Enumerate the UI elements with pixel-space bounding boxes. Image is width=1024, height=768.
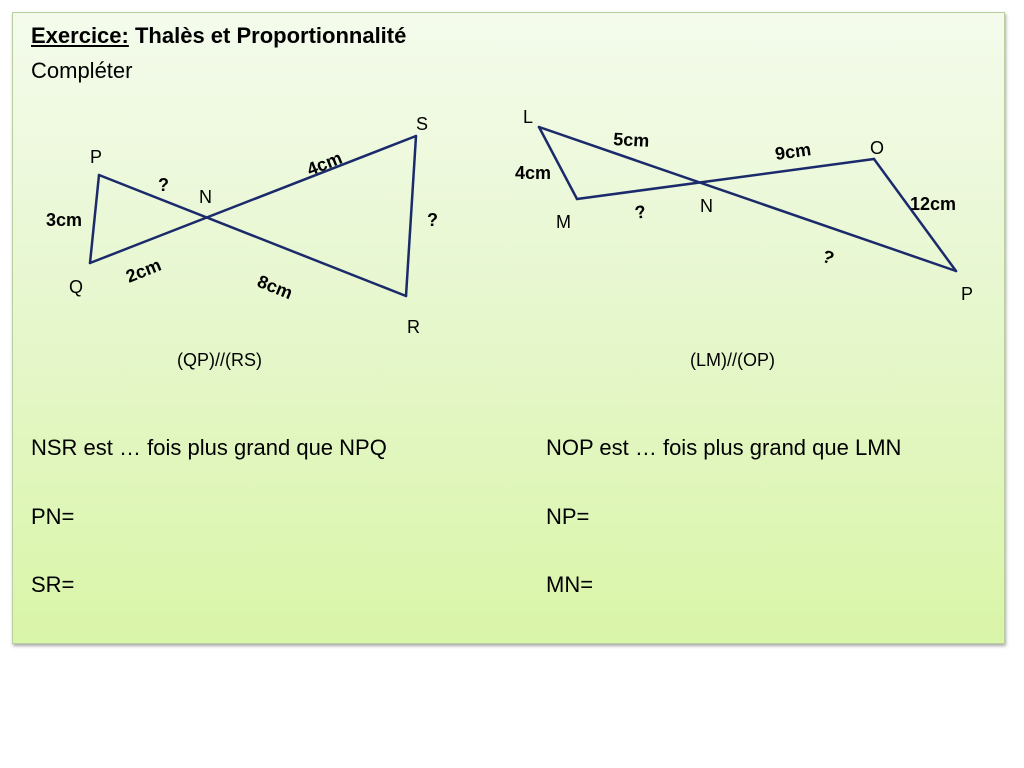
title-main: Thalès et Proportionnalité [134,23,407,48]
geometry-figures: P Q N R S 3cm ? ? 2cm 4cm 8cm (QP)//(RS)… [46,107,973,370]
title-prefix: Exercice: [31,23,129,48]
segment-pq [88,173,101,265]
measure-pn: ? [158,175,169,195]
point-label-p: P [961,284,973,304]
question-left-1: NSR est … fois plus grand que NPQ [31,435,387,460]
segment-sr [404,134,418,298]
point-label-n: N [199,187,212,207]
point-label-p: P [90,147,102,167]
figure-1: P Q N R S 3cm ? ? 2cm 4cm 8cm (QP)//(RS) [46,114,438,370]
figure-2: L M N O P 4cm 12cm 5cm 9cm ? ? (LM)//(OP… [515,107,973,370]
point-label-r: R [407,317,420,337]
measure-ns: 4cm [304,148,345,180]
parallel-condition-1: (QP)//(RS) [177,350,262,370]
segment-lm [537,125,579,201]
segment-op [872,157,958,273]
question-right-2: NP= [546,504,590,529]
exercise-title: Exercice: Thalès et Proportionnalité [31,23,406,49]
measure-np: ? [820,246,837,269]
point-label-n: N [700,196,713,216]
measure-sr: ? [427,210,438,230]
question-left-3: SR= [31,572,75,597]
point-label-l: L [523,107,533,127]
point-label-s: S [416,114,428,134]
measure-no: 9cm [774,139,812,164]
question-right-1: NOP est … fois plus grand que LMN [546,435,902,460]
segment-lp [537,125,958,273]
slide: Exercice: Thalès et Proportionnalité Com… [12,12,1005,644]
measure-op: 12cm [910,194,956,214]
question-left-2: PN= [31,504,75,529]
measure-mn: ? [633,201,647,223]
question-right-3: MN= [546,572,594,597]
parallel-condition-2: (LM)//(OP) [690,350,775,370]
segment-qs [88,134,418,265]
measure-ln: 5cm [613,129,650,151]
measure-lm: 4cm [515,163,551,183]
measure-pq: 3cm [46,210,82,230]
segment-pr [97,173,408,298]
measure-nr: 8cm [255,271,296,303]
point-label-o: O [870,138,884,158]
point-label-q: Q [69,277,83,297]
measure-qn: 2cm [123,255,164,287]
segment-mo [575,157,876,201]
instruction: Compléter [31,58,133,83]
point-label-m: M [556,212,571,232]
